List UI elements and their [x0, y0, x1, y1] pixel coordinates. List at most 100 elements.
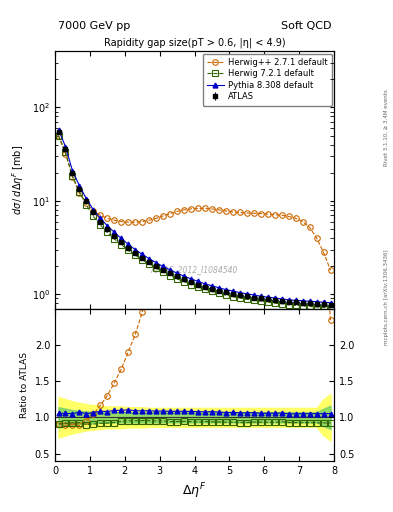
Pythia 8.308 default	[300, 297, 305, 304]
Herwig++ 2.7.1 default	[265, 211, 270, 217]
Herwig 7.2.1 default	[265, 299, 270, 305]
Pythia 8.308 default	[272, 295, 277, 301]
Herwig++ 2.7.1 default	[237, 209, 242, 216]
Pythia 8.308 default	[231, 288, 235, 294]
Herwig 7.2.1 default	[286, 302, 291, 308]
Herwig++ 2.7.1 default	[84, 200, 89, 206]
Herwig 7.2.1 default	[182, 279, 186, 285]
Line: Herwig 7.2.1 default: Herwig 7.2.1 default	[56, 133, 333, 311]
Pythia 8.308 default	[182, 273, 186, 279]
Herwig 7.2.1 default	[321, 305, 326, 311]
Pythia 8.308 default	[63, 143, 68, 150]
Herwig++ 2.7.1 default	[279, 212, 284, 218]
Pythia 8.308 default	[98, 215, 103, 221]
Text: 7000 GeV pp: 7000 GeV pp	[58, 20, 130, 31]
Herwig++ 2.7.1 default	[119, 219, 124, 225]
Herwig++ 2.7.1 default	[321, 249, 326, 255]
Herwig++ 2.7.1 default	[217, 207, 221, 213]
Pythia 8.308 default	[91, 207, 96, 213]
Pythia 8.308 default	[168, 267, 173, 273]
Pythia 8.308 default	[77, 183, 82, 189]
Pythia 8.308 default	[209, 283, 214, 289]
Pythia 8.308 default	[133, 247, 138, 253]
Herwig++ 2.7.1 default	[105, 215, 110, 221]
Pythia 8.308 default	[112, 229, 117, 236]
Herwig++ 2.7.1 default	[70, 174, 75, 180]
Pythia 8.308 default	[259, 293, 263, 300]
Pythia 8.308 default	[175, 270, 180, 276]
Pythia 8.308 default	[286, 297, 291, 303]
Pythia 8.308 default	[279, 296, 284, 302]
Pythia 8.308 default	[314, 298, 319, 305]
Line: Herwig++ 2.7.1 default: Herwig++ 2.7.1 default	[56, 133, 333, 273]
Pythia 8.308 default	[70, 167, 75, 174]
Herwig++ 2.7.1 default	[77, 190, 82, 197]
Pythia 8.308 default	[126, 241, 130, 247]
Herwig 7.2.1 default	[293, 302, 298, 308]
Herwig++ 2.7.1 default	[286, 214, 291, 220]
X-axis label: $\Delta\eta^F$: $\Delta\eta^F$	[182, 481, 207, 501]
Pythia 8.308 default	[84, 196, 89, 202]
Pythia 8.308 default	[293, 297, 298, 304]
Herwig 7.2.1 default	[168, 272, 173, 279]
Herwig 7.2.1 default	[203, 286, 208, 292]
Herwig 7.2.1 default	[147, 261, 152, 267]
Herwig 7.2.1 default	[70, 173, 75, 179]
Herwig 7.2.1 default	[259, 298, 263, 304]
Herwig 7.2.1 default	[98, 222, 103, 228]
Herwig++ 2.7.1 default	[182, 207, 186, 213]
Pythia 8.308 default	[307, 298, 312, 304]
Herwig++ 2.7.1 default	[314, 235, 319, 241]
Legend: Herwig++ 2.7.1 default, Herwig 7.2.1 default, Pythia 8.308 default, ATLAS: Herwig++ 2.7.1 default, Herwig 7.2.1 def…	[203, 54, 332, 105]
Pythia 8.308 default	[252, 292, 256, 298]
Herwig++ 2.7.1 default	[91, 208, 96, 214]
Herwig++ 2.7.1 default	[272, 211, 277, 218]
Pythia 8.308 default	[217, 285, 221, 291]
Pythia 8.308 default	[196, 279, 200, 285]
Pythia 8.308 default	[119, 236, 124, 242]
Herwig 7.2.1 default	[140, 257, 145, 263]
Herwig 7.2.1 default	[237, 295, 242, 301]
Pythia 8.308 default	[237, 289, 242, 295]
Herwig 7.2.1 default	[196, 284, 200, 290]
Herwig++ 2.7.1 default	[224, 208, 228, 214]
Herwig++ 2.7.1 default	[189, 206, 193, 212]
Herwig++ 2.7.1 default	[175, 208, 180, 215]
Title: Rapidity gap size(pT > 0.6, |η| < 4.9): Rapidity gap size(pT > 0.6, |η| < 4.9)	[104, 38, 285, 48]
Herwig 7.2.1 default	[300, 303, 305, 309]
Herwig 7.2.1 default	[77, 189, 82, 195]
Pythia 8.308 default	[244, 291, 249, 297]
Herwig 7.2.1 default	[328, 305, 333, 311]
Pythia 8.308 default	[321, 299, 326, 305]
Herwig++ 2.7.1 default	[133, 219, 138, 225]
Y-axis label: Ratio to ATLAS: Ratio to ATLAS	[20, 352, 29, 418]
Herwig++ 2.7.1 default	[196, 205, 200, 211]
Pythia 8.308 default	[154, 260, 158, 266]
Herwig 7.2.1 default	[244, 296, 249, 303]
Text: mcplots.cern.ch [arXiv:1306.3436]: mcplots.cern.ch [arXiv:1306.3436]	[384, 249, 389, 345]
Herwig++ 2.7.1 default	[154, 215, 158, 221]
Herwig 7.2.1 default	[112, 236, 117, 242]
Y-axis label: $d\sigma\,/\,d\Delta\eta^F$ [mb]: $d\sigma\,/\,d\Delta\eta^F$ [mb]	[10, 145, 26, 215]
Text: ATLAS_2012_I1084540: ATLAS_2012_I1084540	[151, 266, 238, 274]
Line: Pythia 8.308 default: Pythia 8.308 default	[56, 127, 333, 305]
Text: Soft QCD: Soft QCD	[281, 20, 331, 31]
Herwig 7.2.1 default	[56, 133, 61, 139]
Herwig++ 2.7.1 default	[231, 209, 235, 215]
Text: Rivet 3.1.10, ≥ 3.4M events: Rivet 3.1.10, ≥ 3.4M events	[384, 90, 389, 166]
Pythia 8.308 default	[147, 255, 152, 262]
Herwig++ 2.7.1 default	[147, 217, 152, 223]
Herwig 7.2.1 default	[175, 276, 180, 282]
Pythia 8.308 default	[189, 276, 193, 282]
Pythia 8.308 default	[224, 287, 228, 293]
Herwig 7.2.1 default	[126, 247, 130, 253]
Herwig++ 2.7.1 default	[293, 215, 298, 221]
Herwig 7.2.1 default	[217, 290, 221, 296]
Herwig++ 2.7.1 default	[209, 206, 214, 212]
Pythia 8.308 default	[105, 223, 110, 229]
Herwig++ 2.7.1 default	[161, 213, 165, 219]
Herwig 7.2.1 default	[119, 242, 124, 248]
Herwig 7.2.1 default	[154, 265, 158, 271]
Herwig 7.2.1 default	[279, 301, 284, 307]
Pythia 8.308 default	[328, 300, 333, 306]
